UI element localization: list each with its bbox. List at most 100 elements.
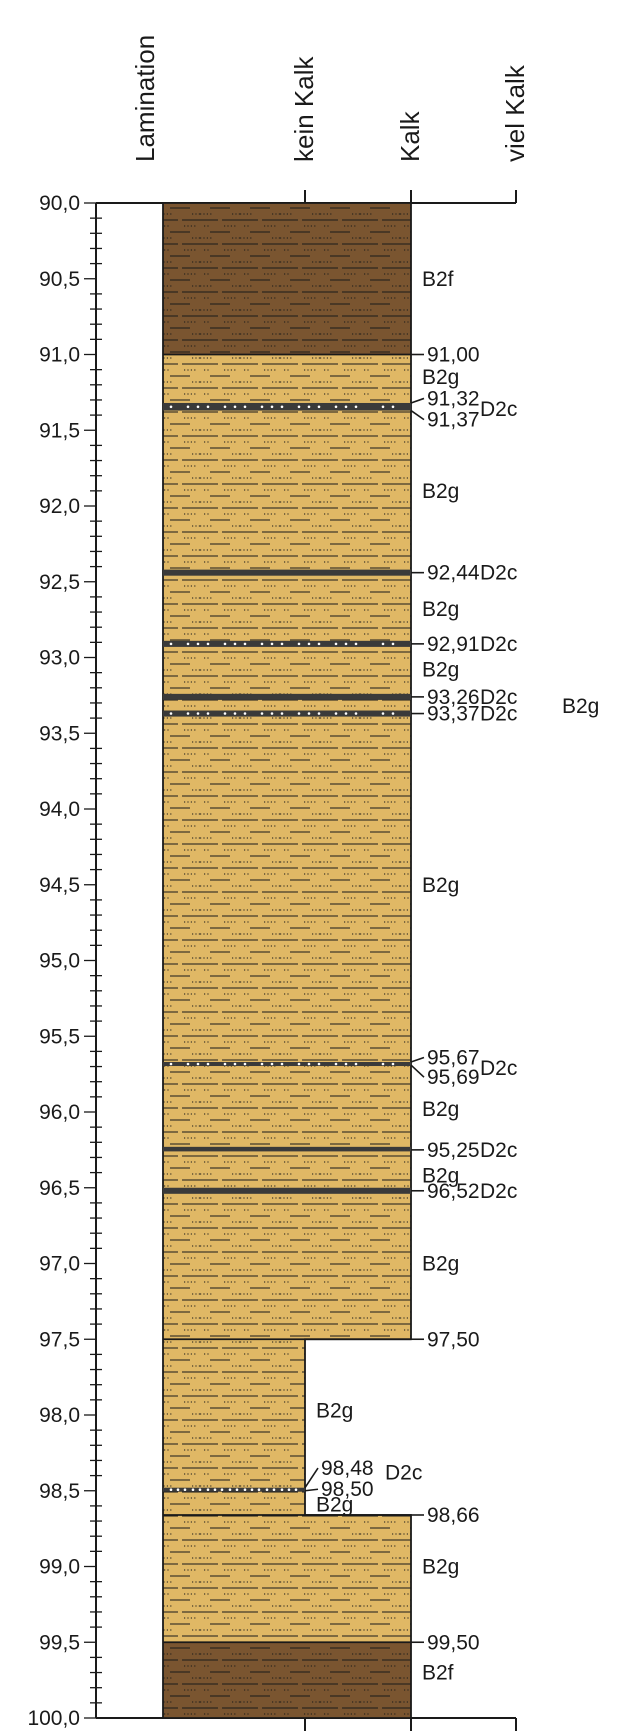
bed-2-speck-13	[186, 642, 190, 646]
bed-5-speck-5	[354, 1062, 358, 1066]
bed-2-speck-17	[334, 642, 338, 646]
bed-0-speck-12	[381, 405, 385, 409]
bed-8-speck-7	[176, 1488, 180, 1492]
depth-leader-12	[304, 1467, 319, 1489]
bed-8-speck-13	[272, 1488, 276, 1492]
bed-4-speck-9	[270, 712, 274, 715]
bed-7	[163, 1187, 411, 1194]
bed-2-speck-10	[307, 642, 311, 646]
bed-5-speck-1	[206, 1062, 210, 1066]
bed-0	[163, 402, 411, 411]
lithotype-label-d2c: D2c	[480, 686, 517, 709]
depth-leader-8	[410, 1064, 425, 1078]
bed-0-speck-6	[391, 405, 395, 409]
bed-8-speck-16	[257, 1488, 261, 1492]
bed-5-speck-14	[223, 1062, 227, 1066]
bed-4-speck-8	[233, 712, 237, 715]
bed-5-speck-8	[233, 1062, 237, 1066]
bed-4-speck-13	[186, 712, 190, 715]
bed-8-speck-15	[220, 1488, 224, 1492]
lithotype-label-d2c: D2c	[480, 1057, 517, 1080]
bed-4-speck-0	[169, 712, 173, 715]
bed-4-speck-7	[196, 712, 200, 715]
bed-0-speck-8	[233, 405, 237, 409]
depth-label: 98,48	[321, 1457, 374, 1480]
bed-2-speck-2	[243, 642, 247, 646]
depth-tick-label: 96,0	[39, 1101, 80, 1124]
bed-5-speck-11	[344, 1062, 348, 1066]
depth-tick-label: 93,5	[39, 722, 80, 745]
horizon-label: B2f	[422, 1662, 454, 1685]
bed-5-speck-2	[243, 1062, 247, 1066]
bed-8-speck-3	[280, 1488, 284, 1492]
bed-8-speck-1	[206, 1488, 210, 1492]
header-viel-kalk: viel Kalk	[500, 64, 530, 162]
depth-tick-label: 98,0	[39, 1404, 80, 1427]
bed-5-speck-13	[186, 1062, 190, 1066]
depth-label: 91,37	[427, 409, 480, 432]
bed-8-speck-5	[228, 1488, 232, 1492]
lithotype-label-d2c: D2c	[480, 1139, 517, 1162]
bed-5-speck-17	[334, 1062, 338, 1066]
lithology-units	[162, 202, 412, 1719]
unit-hatch-1	[163, 354, 411, 1340]
bed-5-speck-6	[391, 1062, 395, 1066]
lithotype-label-d2c: D2c	[480, 562, 517, 585]
bed-0-speck-1	[206, 405, 210, 409]
bed-2	[163, 640, 411, 647]
horizon-label: B2g	[422, 874, 459, 897]
bed-5-speck-4	[317, 1062, 321, 1066]
depth-label: 96,52	[427, 1180, 480, 1203]
bed-2-speck-8	[233, 642, 237, 646]
bed-2-speck-6	[391, 642, 395, 646]
bed-2-speck-14	[223, 642, 227, 646]
bed-5-speck-7	[196, 1062, 200, 1066]
bed-8-speck-17	[294, 1488, 298, 1492]
bed-4-speck-2	[243, 712, 247, 715]
depth-tick-label: 94,5	[39, 874, 80, 897]
bed-2-speck-16	[297, 642, 301, 646]
depth-leader-2	[410, 409, 425, 421]
depth-label: 95,69	[427, 1066, 480, 1089]
bed-0-speck-7	[196, 405, 200, 409]
depth-leader-1	[410, 397, 425, 404]
bed-4-speck-5	[354, 712, 358, 715]
lithotype-label-d2c: D2c	[480, 703, 517, 726]
bed-4-speck-10	[307, 712, 311, 715]
bed-8	[163, 1487, 305, 1492]
depth-label: 99,50	[427, 1631, 480, 1654]
depth-leader-13	[304, 1488, 319, 1492]
unit-hatch-0	[163, 203, 411, 355]
bed-5-speck-9	[270, 1062, 274, 1066]
bed-4-speck-1	[206, 712, 210, 715]
depth-tick-label: 91,0	[39, 344, 80, 367]
bed-8-speck-2	[243, 1488, 247, 1492]
bed-2-speck-4	[317, 642, 321, 646]
bed-4-speck-4	[317, 712, 321, 715]
depth-tick-label: 94,0	[39, 798, 80, 821]
bed-8-speck-14	[183, 1488, 187, 1492]
horizon-label: B2g	[422, 480, 459, 503]
depth-label: 93,26	[427, 686, 480, 709]
horizon-label: B2g	[422, 598, 459, 621]
depth-label: 92,91	[427, 633, 480, 656]
depth-tick-label: 95,0	[39, 950, 80, 973]
horizon-label: B2f	[422, 268, 454, 291]
depth-tick-label: 93,0	[39, 647, 80, 670]
depth-tick-label: 97,5	[39, 1328, 80, 1351]
horizon-label: B2g	[422, 1253, 459, 1276]
depth-label: 93,37	[427, 703, 480, 726]
horizon-label: B2g	[562, 695, 599, 718]
bed-0-speck-0	[169, 405, 173, 409]
bed-0-speck-2	[243, 405, 247, 409]
depth-tick-label: 97,0	[39, 1253, 80, 1276]
depth-label: 95,67	[427, 1046, 480, 1069]
bed-4-speck-12	[381, 712, 385, 715]
bed-2-speck-5	[354, 642, 358, 646]
horizon-label: B2g	[422, 1098, 459, 1121]
header-kalk: Kalk	[395, 110, 425, 162]
horizon-label: B2g	[422, 366, 459, 389]
bed-2-speck-7	[196, 642, 200, 646]
unit-hatch-2	[163, 1339, 305, 1515]
lithotype-label-d2c: D2c	[480, 398, 517, 421]
